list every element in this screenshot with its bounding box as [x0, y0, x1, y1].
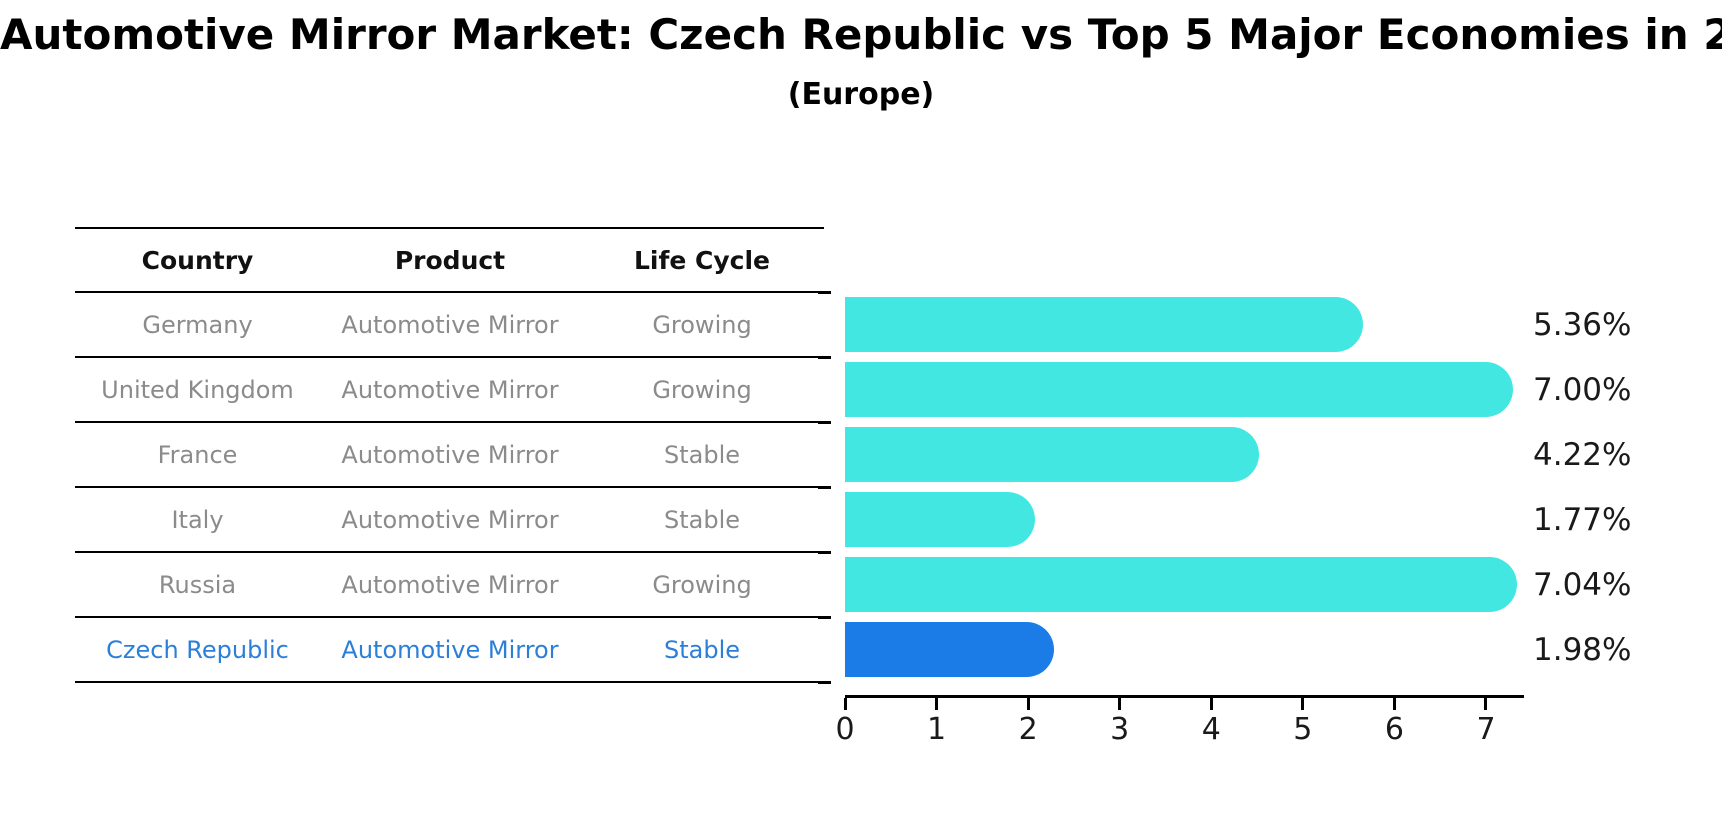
x-tick-label: 3 [1110, 712, 1130, 747]
cell-country: Russia [158, 570, 237, 599]
table-row: Germany Automotive Mirror Growing [75, 293, 824, 358]
table-row: United Kingdom Automotive Mirror Growing [75, 358, 824, 423]
x-tick-label: 1 [927, 712, 947, 747]
y-tick [818, 616, 831, 619]
x-tick-label: 7 [1476, 712, 1496, 747]
y-tick [818, 291, 831, 294]
x-tick [1484, 698, 1488, 710]
cell-product: Automotive Mirror [341, 310, 559, 339]
x-tick [935, 698, 939, 710]
value-label: 7.04% [1533, 566, 1632, 603]
cell-product: Automotive Mirror [341, 635, 559, 664]
x-tick-label: 0 [835, 712, 855, 747]
cell-country: United Kingdom [101, 375, 294, 404]
x-tick [1392, 698, 1396, 710]
cell-product: Automotive Mirror [341, 375, 559, 404]
data-table: Country Product Life Cycle Germany Autom… [75, 227, 824, 683]
table-row: Italy Automotive Mirror Stable [75, 488, 824, 553]
bar-germany [845, 297, 1364, 352]
y-tick [818, 421, 831, 424]
bar-russia [845, 557, 1518, 612]
x-tick [1118, 698, 1122, 710]
y-tick [818, 551, 831, 554]
table-row: France Automotive Mirror Stable [75, 423, 824, 488]
cell-life-cycle: Growing [652, 310, 752, 339]
cell-country: Germany [142, 310, 253, 339]
bar-france [845, 427, 1259, 482]
cell-product: Automotive Mirror [341, 505, 559, 534]
cell-product: Automotive Mirror [341, 440, 559, 469]
cell-country: Italy [171, 505, 224, 534]
y-tick [818, 486, 831, 489]
cell-life-cycle: Stable [663, 440, 741, 469]
x-tick-label: 5 [1293, 712, 1313, 747]
value-label: 1.77% [1533, 501, 1632, 538]
value-label: 4.22% [1533, 436, 1632, 473]
table-header-row: Country Product Life Cycle [75, 229, 824, 293]
y-tick [818, 681, 831, 684]
cell-life-cycle: Stable [663, 505, 741, 534]
x-tick [1209, 698, 1213, 710]
x-tick [1026, 698, 1030, 710]
page-subtitle: (Europe) [787, 77, 935, 112]
bar-czech-republic [845, 622, 1054, 677]
x-tick-label: 2 [1018, 712, 1038, 747]
cell-product: Automotive Mirror [341, 570, 559, 599]
value-label: 1.98% [1533, 631, 1632, 668]
header-cell-country: Country [141, 245, 254, 275]
table-row: Russia Automotive Mirror Growing [75, 553, 824, 618]
header-cell-life-cycle: Life Cycle [633, 245, 771, 275]
value-label: 5.36% [1533, 306, 1632, 343]
bar-united-kingdom [845, 362, 1514, 417]
value-label: 7.00% [1533, 371, 1632, 408]
cell-country: France [157, 440, 238, 469]
cell-life-cycle: Growing [652, 570, 752, 599]
cell-life-cycle: Growing [652, 375, 752, 404]
x-tick-label: 6 [1384, 712, 1404, 747]
x-tick [843, 698, 847, 710]
header-cell-product: Product [394, 245, 506, 275]
cell-country: Czech Republic [106, 635, 289, 664]
y-tick [818, 356, 831, 359]
x-tick-label: 4 [1201, 712, 1221, 747]
page-title: Automotive Mirror Market: Czech Republic… [0, 10, 1722, 59]
cell-life-cycle: Stable [663, 635, 741, 664]
bar-italy [845, 492, 1035, 547]
x-axis-line [845, 695, 1524, 698]
table-row-highlighted: Czech Republic Automotive Mirror Stable [75, 618, 824, 683]
x-tick [1301, 698, 1305, 710]
